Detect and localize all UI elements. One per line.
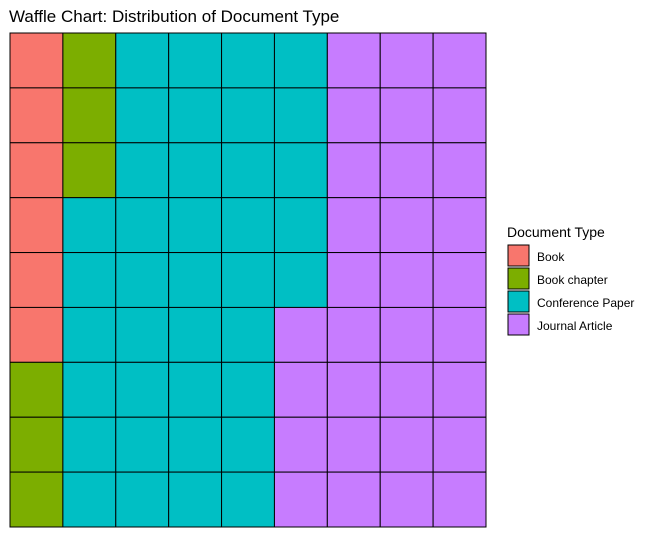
waffle-cell-journal-article bbox=[379, 142, 434, 199]
waffle-cell-conference-paper bbox=[62, 197, 117, 254]
waffle-cell-journal-article bbox=[273, 306, 328, 363]
legend-item-book: Book bbox=[507, 244, 565, 267]
waffle-cell-conference-paper bbox=[221, 306, 275, 363]
legend-title: Document Type bbox=[507, 224, 605, 240]
waffle-cell-journal-article bbox=[273, 471, 328, 528]
waffle-cell-journal-article bbox=[432, 87, 487, 144]
waffle-cell-conference-paper bbox=[168, 361, 223, 418]
legend-label-book: Book bbox=[537, 250, 565, 264]
waffle-cell-journal-article bbox=[379, 361, 434, 418]
waffle-cell-conference-paper bbox=[273, 87, 328, 144]
waffle-cell-conference-paper bbox=[62, 252, 117, 308]
waffle-cell-conference-paper bbox=[273, 142, 328, 199]
waffle-cell-journal-article bbox=[326, 306, 381, 363]
waffle-cell-journal-article bbox=[432, 306, 487, 363]
waffle-cell-conference-paper bbox=[168, 87, 223, 144]
waffle-cell-journal-article bbox=[273, 361, 328, 418]
waffle-cell-conference-paper bbox=[221, 361, 275, 418]
legend-label-journal-article: Journal Article bbox=[537, 319, 613, 333]
legend: Document Type Book Book chapter Conference… bbox=[507, 224, 634, 336]
waffle-cell-conference-paper bbox=[168, 197, 223, 254]
chart-title: Waffle Chart: Distribution of Document T… bbox=[9, 7, 339, 26]
waffle-cell-journal-article bbox=[326, 416, 381, 473]
waffle-cell-journal-article bbox=[326, 32, 381, 89]
legend-item-conference-paper: Conference Paper bbox=[507, 290, 634, 313]
waffle-cell-journal-article bbox=[379, 252, 434, 308]
waffle-cell-conference-paper bbox=[168, 471, 223, 528]
waffle-cell-conference-paper bbox=[168, 142, 223, 199]
waffle-cell-journal-article bbox=[432, 416, 487, 473]
waffle-cell-book-chapter bbox=[9, 361, 64, 418]
waffle-cell-conference-paper bbox=[168, 32, 223, 89]
waffle-cell-journal-article bbox=[326, 361, 381, 418]
waffle-cell-book bbox=[9, 306, 64, 363]
waffle-cell-conference-paper bbox=[115, 416, 170, 473]
waffle-cell-conference-paper bbox=[115, 142, 170, 199]
waffle-cell-conference-paper bbox=[273, 252, 328, 308]
waffle-cell-conference-paper bbox=[273, 197, 328, 254]
waffle-cell-book-chapter bbox=[9, 416, 64, 473]
waffle-cell-conference-paper bbox=[115, 32, 170, 89]
waffle-cell-journal-article bbox=[326, 197, 381, 254]
waffle-cell-journal-article bbox=[379, 471, 434, 528]
waffle-cell-conference-paper bbox=[221, 471, 275, 528]
waffle-cell-conference-paper bbox=[221, 142, 275, 199]
legend-items: Book Book chapter Conference Paper Journal … bbox=[507, 244, 634, 336]
legend-key-conference-paper bbox=[507, 290, 530, 313]
waffle-cell-conference-paper bbox=[62, 361, 117, 418]
waffle-cell-book bbox=[9, 32, 64, 89]
waffle-cell-conference-paper bbox=[221, 32, 275, 89]
waffle-cell-book bbox=[9, 197, 64, 254]
waffle-cell-conference-paper bbox=[62, 306, 117, 363]
waffle-cell-journal-article bbox=[379, 197, 434, 254]
waffle-cell-journal-article bbox=[326, 142, 381, 199]
waffle-cell-book-chapter bbox=[9, 471, 64, 528]
legend-key-journal-article bbox=[507, 313, 530, 336]
waffle-cell-journal-article bbox=[432, 32, 487, 89]
legend-item-book-chapter: Book chapter bbox=[507, 267, 608, 290]
waffle-cell-conference-paper bbox=[221, 87, 275, 144]
waffle-grid bbox=[9, 32, 487, 528]
waffle-cell-conference-paper bbox=[221, 197, 275, 254]
waffle-cell-conference-paper bbox=[221, 252, 275, 308]
waffle-cell-book bbox=[9, 252, 64, 308]
waffle-cell-journal-article bbox=[432, 471, 487, 528]
waffle-cell-journal-article bbox=[432, 142, 487, 199]
waffle-cell-conference-paper bbox=[115, 361, 170, 418]
waffle-cell-conference-paper bbox=[115, 471, 170, 528]
waffle-cell-journal-article bbox=[326, 471, 381, 528]
waffle-cell-journal-article bbox=[326, 87, 381, 144]
waffle-cell-book bbox=[9, 87, 64, 144]
waffle-cell-conference-paper bbox=[168, 252, 223, 308]
waffle-cell-journal-article bbox=[379, 87, 434, 144]
waffle-cell-conference-paper bbox=[62, 416, 117, 473]
waffle-cell-journal-article bbox=[432, 252, 487, 308]
waffle-cell-journal-article bbox=[326, 252, 381, 308]
waffle-cell-journal-article bbox=[273, 416, 328, 473]
waffle-cell-conference-paper bbox=[168, 306, 223, 363]
waffle-cell-conference-paper bbox=[115, 252, 170, 308]
waffle-cell-conference-paper bbox=[62, 471, 117, 528]
waffle-cell-journal-article bbox=[379, 306, 434, 363]
legend-item-journal-article: Journal Article bbox=[507, 313, 613, 336]
legend-key-book bbox=[507, 244, 530, 267]
waffle-cell-book-chapter bbox=[62, 87, 117, 144]
legend-label-conference-paper: Conference Paper bbox=[537, 296, 634, 310]
waffle-cell-book bbox=[9, 142, 64, 199]
waffle-cell-conference-paper bbox=[115, 87, 170, 144]
waffle-cell-book-chapter bbox=[62, 142, 117, 199]
legend-key-book-chapter bbox=[507, 267, 530, 290]
waffle-cell-conference-paper bbox=[221, 416, 275, 473]
waffle-cell-journal-article bbox=[379, 32, 434, 89]
waffle-cell-journal-article bbox=[432, 361, 487, 418]
waffle-cell-conference-paper bbox=[273, 32, 328, 89]
waffle-cell-journal-article bbox=[379, 416, 434, 473]
waffle-cell-conference-paper bbox=[115, 197, 170, 254]
legend-label-book-chapter: Book chapter bbox=[537, 273, 608, 287]
waffle-cell-conference-paper bbox=[115, 306, 170, 363]
waffle-cell-book-chapter bbox=[62, 32, 117, 89]
waffle-cell-journal-article bbox=[432, 197, 487, 254]
waffle-cell-conference-paper bbox=[168, 416, 223, 473]
